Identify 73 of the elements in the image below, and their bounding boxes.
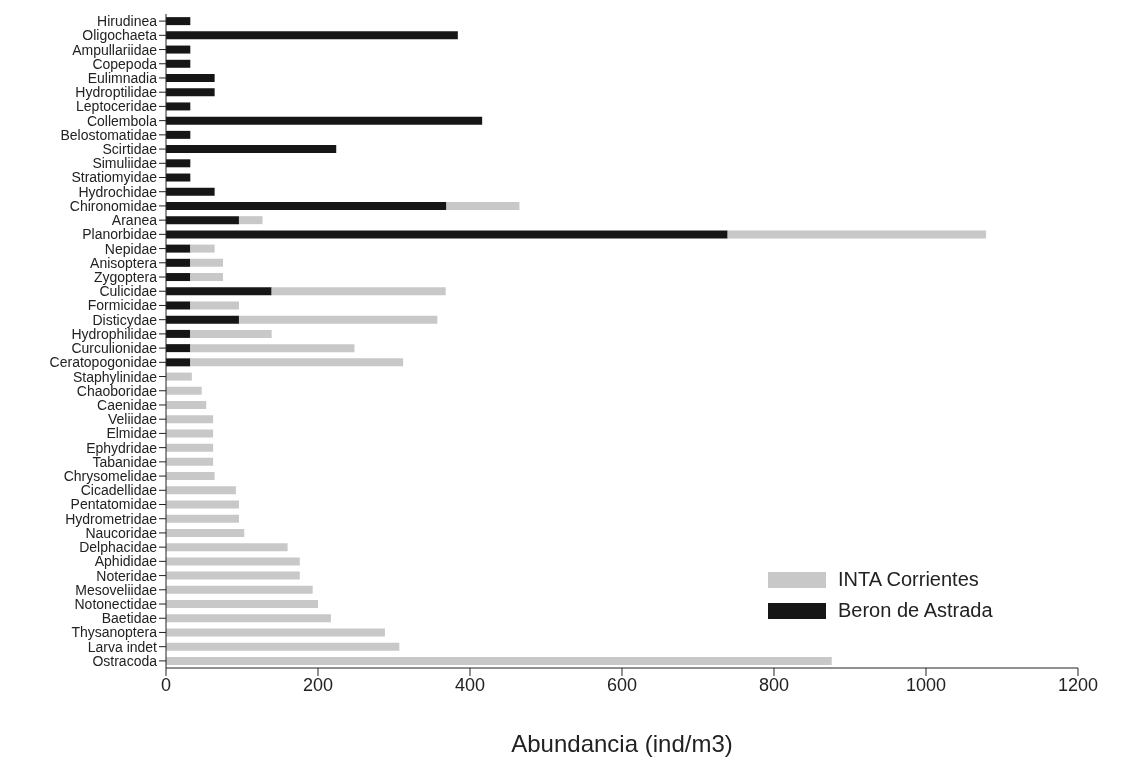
y-tick-label: Pentatomidae [70,496,158,513]
y-tick-label: Stratiomyidae [71,169,158,186]
y-tick-label: Ephydridae [86,439,158,456]
bar [190,244,215,253]
y-tick-label: Baetidae [101,610,158,627]
bar [166,472,215,481]
y-tick-label: Scirtidae [102,141,158,158]
y-tick-label: Veliidae [107,411,158,428]
x-tick-label: 400 [454,674,486,695]
y-tick-label: Elmidae [106,425,158,442]
bar [166,656,832,665]
y-tick-label: Naucoridae [85,524,158,541]
y-tick-label: Formicidae [87,297,158,314]
bar [271,287,446,296]
bar [190,301,239,310]
y-tick-label: Thysanoptera [71,624,158,641]
y-tick-label: Aranea [111,212,158,229]
y-tick-label: Nepidae [104,240,158,257]
bar [190,344,355,353]
y-tick-label: Curculionidae [71,340,158,357]
bar [166,543,288,552]
bar [166,528,245,537]
y-tick-label: Caenidae [97,396,158,413]
bar [166,571,300,580]
bar [166,628,385,637]
y-tick-label: Noteridae [96,567,158,584]
y-tick-label: Ceratopogonidae [49,354,158,371]
legend-label: INTA Corrientes [838,568,979,591]
x-tick-label: 600 [606,674,638,695]
x-axis-title: Abundancia (ind/m3) [510,730,734,758]
bar [166,514,239,523]
y-tick-label: Hirudinea [97,13,158,30]
y-tick-label: Oligochaeta [82,27,158,44]
y-tick-label: Belostomatidae [60,126,158,143]
bar [190,273,223,282]
bar [166,600,318,609]
bar [166,557,300,566]
x-tick-label: 1000 [905,674,947,695]
y-tick-label: Planorbidae [82,226,158,243]
y-tick-label: Ostracoda [92,652,158,669]
x-tick-label: 200 [302,674,334,695]
x-tick-label: 1200 [1057,674,1099,695]
bar [166,486,236,495]
y-tick-label: Hydroptilidae [75,84,158,101]
bar [166,614,331,623]
bar [190,258,223,267]
bar [238,216,263,225]
bar [166,500,239,509]
y-tick-label: Delphacidae [79,539,158,556]
bar [166,429,214,438]
bar [166,415,214,424]
bar [190,329,272,338]
bar [166,457,214,466]
x-tick-label: 0 [160,674,172,695]
y-tick-label: Simuliidae [92,155,158,172]
bar [446,201,520,210]
y-tick-label: Hydrometridae [65,510,158,527]
bar [238,315,438,324]
bar [166,585,313,594]
y-tick-label: Notonectidae [74,595,158,612]
legend-label: Beron de Astrada [838,599,993,622]
bar [166,386,202,395]
y-tick-label: Mesoveliidae [75,581,158,598]
y-tick-label: Zygoptera [93,268,158,285]
y-tick-label: Chrysomelidae [63,468,158,485]
bar [166,372,192,381]
bar [166,642,400,651]
bar [727,230,987,239]
y-tick-label: Disticydae [92,311,158,328]
x-tick-label: 800 [758,674,790,695]
bar [166,401,207,409]
bar [190,358,404,367]
bar [166,443,214,452]
